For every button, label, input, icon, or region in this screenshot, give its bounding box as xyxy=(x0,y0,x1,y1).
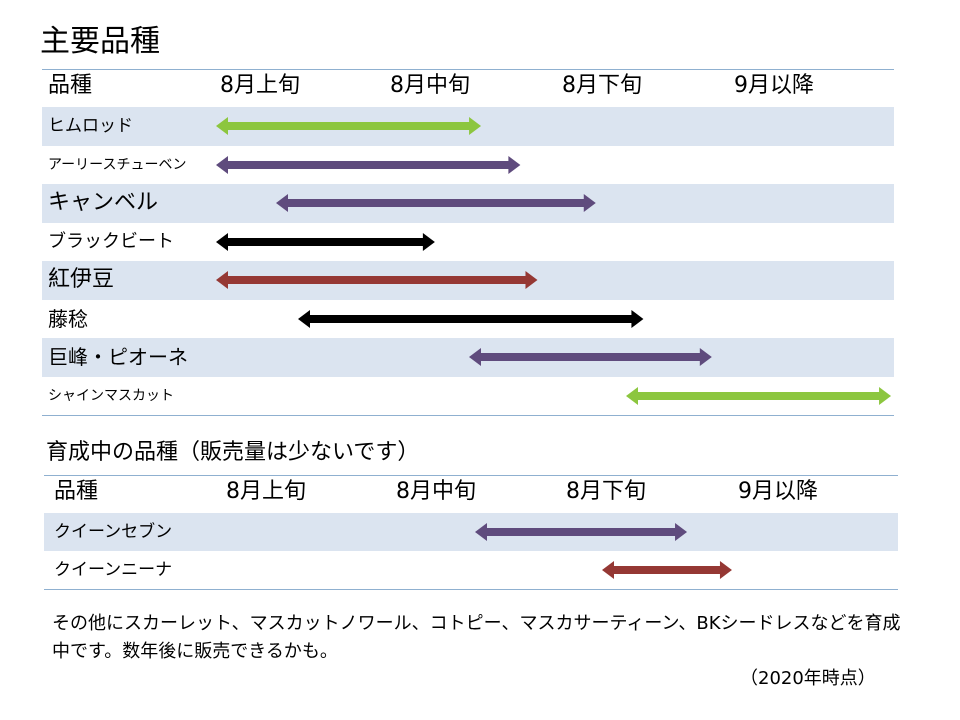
header-variety: 品種 xyxy=(54,479,99,504)
table-row: クイーンセブン xyxy=(44,513,898,551)
table-top-rule xyxy=(44,475,898,476)
header-period: 8月上旬 xyxy=(226,479,306,504)
table-row: シャインマスカット xyxy=(42,377,894,416)
double-arrow xyxy=(601,561,732,579)
header-period: 8月下旬 xyxy=(566,479,646,504)
table-row: 紅伊豆 xyxy=(42,261,894,300)
double-arrow xyxy=(216,155,521,174)
table-row: 藤稔 xyxy=(42,300,894,339)
double-arrow xyxy=(216,117,482,136)
variety-name: キャンベル xyxy=(48,190,159,215)
table-row: クイーンニーナ xyxy=(44,551,898,589)
double-arrow xyxy=(475,523,688,541)
double-arrow xyxy=(216,232,435,251)
section-title-developing: 育成中の品種（販売量は少ないです） xyxy=(46,440,420,465)
header-period: 8月上旬 xyxy=(220,73,300,98)
variety-name: アーリースチューベン xyxy=(48,156,187,173)
header-period: 8月中旬 xyxy=(390,73,470,98)
variety-name: 藤稔 xyxy=(48,306,88,331)
table-bottom-rule xyxy=(44,589,898,590)
header-period: 9月以降 xyxy=(734,73,814,98)
double-arrow xyxy=(626,386,892,405)
variety-name: 巨峰・ピオーネ xyxy=(48,345,188,369)
double-arrow xyxy=(216,271,538,290)
variety-name: クイーンセブン xyxy=(54,522,173,542)
table-row: ヒムロッド xyxy=(42,107,894,146)
header-period: 9月以降 xyxy=(738,479,818,504)
page-title: 主要品種 xyxy=(40,24,160,59)
table-row: ブラックビート xyxy=(42,223,894,262)
double-arrow xyxy=(298,309,644,328)
variety-name: クイーンニーナ xyxy=(54,560,173,580)
table-row: キャンベル xyxy=(42,184,894,223)
double-arrow xyxy=(275,194,596,213)
variety-name: 紅伊豆 xyxy=(48,267,115,292)
header-period: 8月中旬 xyxy=(396,479,476,504)
date-note: （2020年時点） xyxy=(740,668,876,689)
table-bottom-rule xyxy=(42,415,894,416)
table-row: 巨峰・ピオーネ xyxy=(42,338,894,377)
note-text: その他にスカーレット、マスカットノワール、コトピー、マスカサーティーン、BKシー… xyxy=(52,613,901,662)
variety-name: ヒムロッド xyxy=(48,116,133,136)
double-arrow xyxy=(469,348,712,367)
variety-name: ブラックビート xyxy=(48,230,174,252)
header-period: 8月下旬 xyxy=(562,73,642,98)
variety-name: シャインマスカット xyxy=(48,387,174,404)
header-variety: 品種 xyxy=(48,73,93,98)
table-top-rule xyxy=(42,69,894,70)
table-row: アーリースチューベン xyxy=(42,146,894,185)
